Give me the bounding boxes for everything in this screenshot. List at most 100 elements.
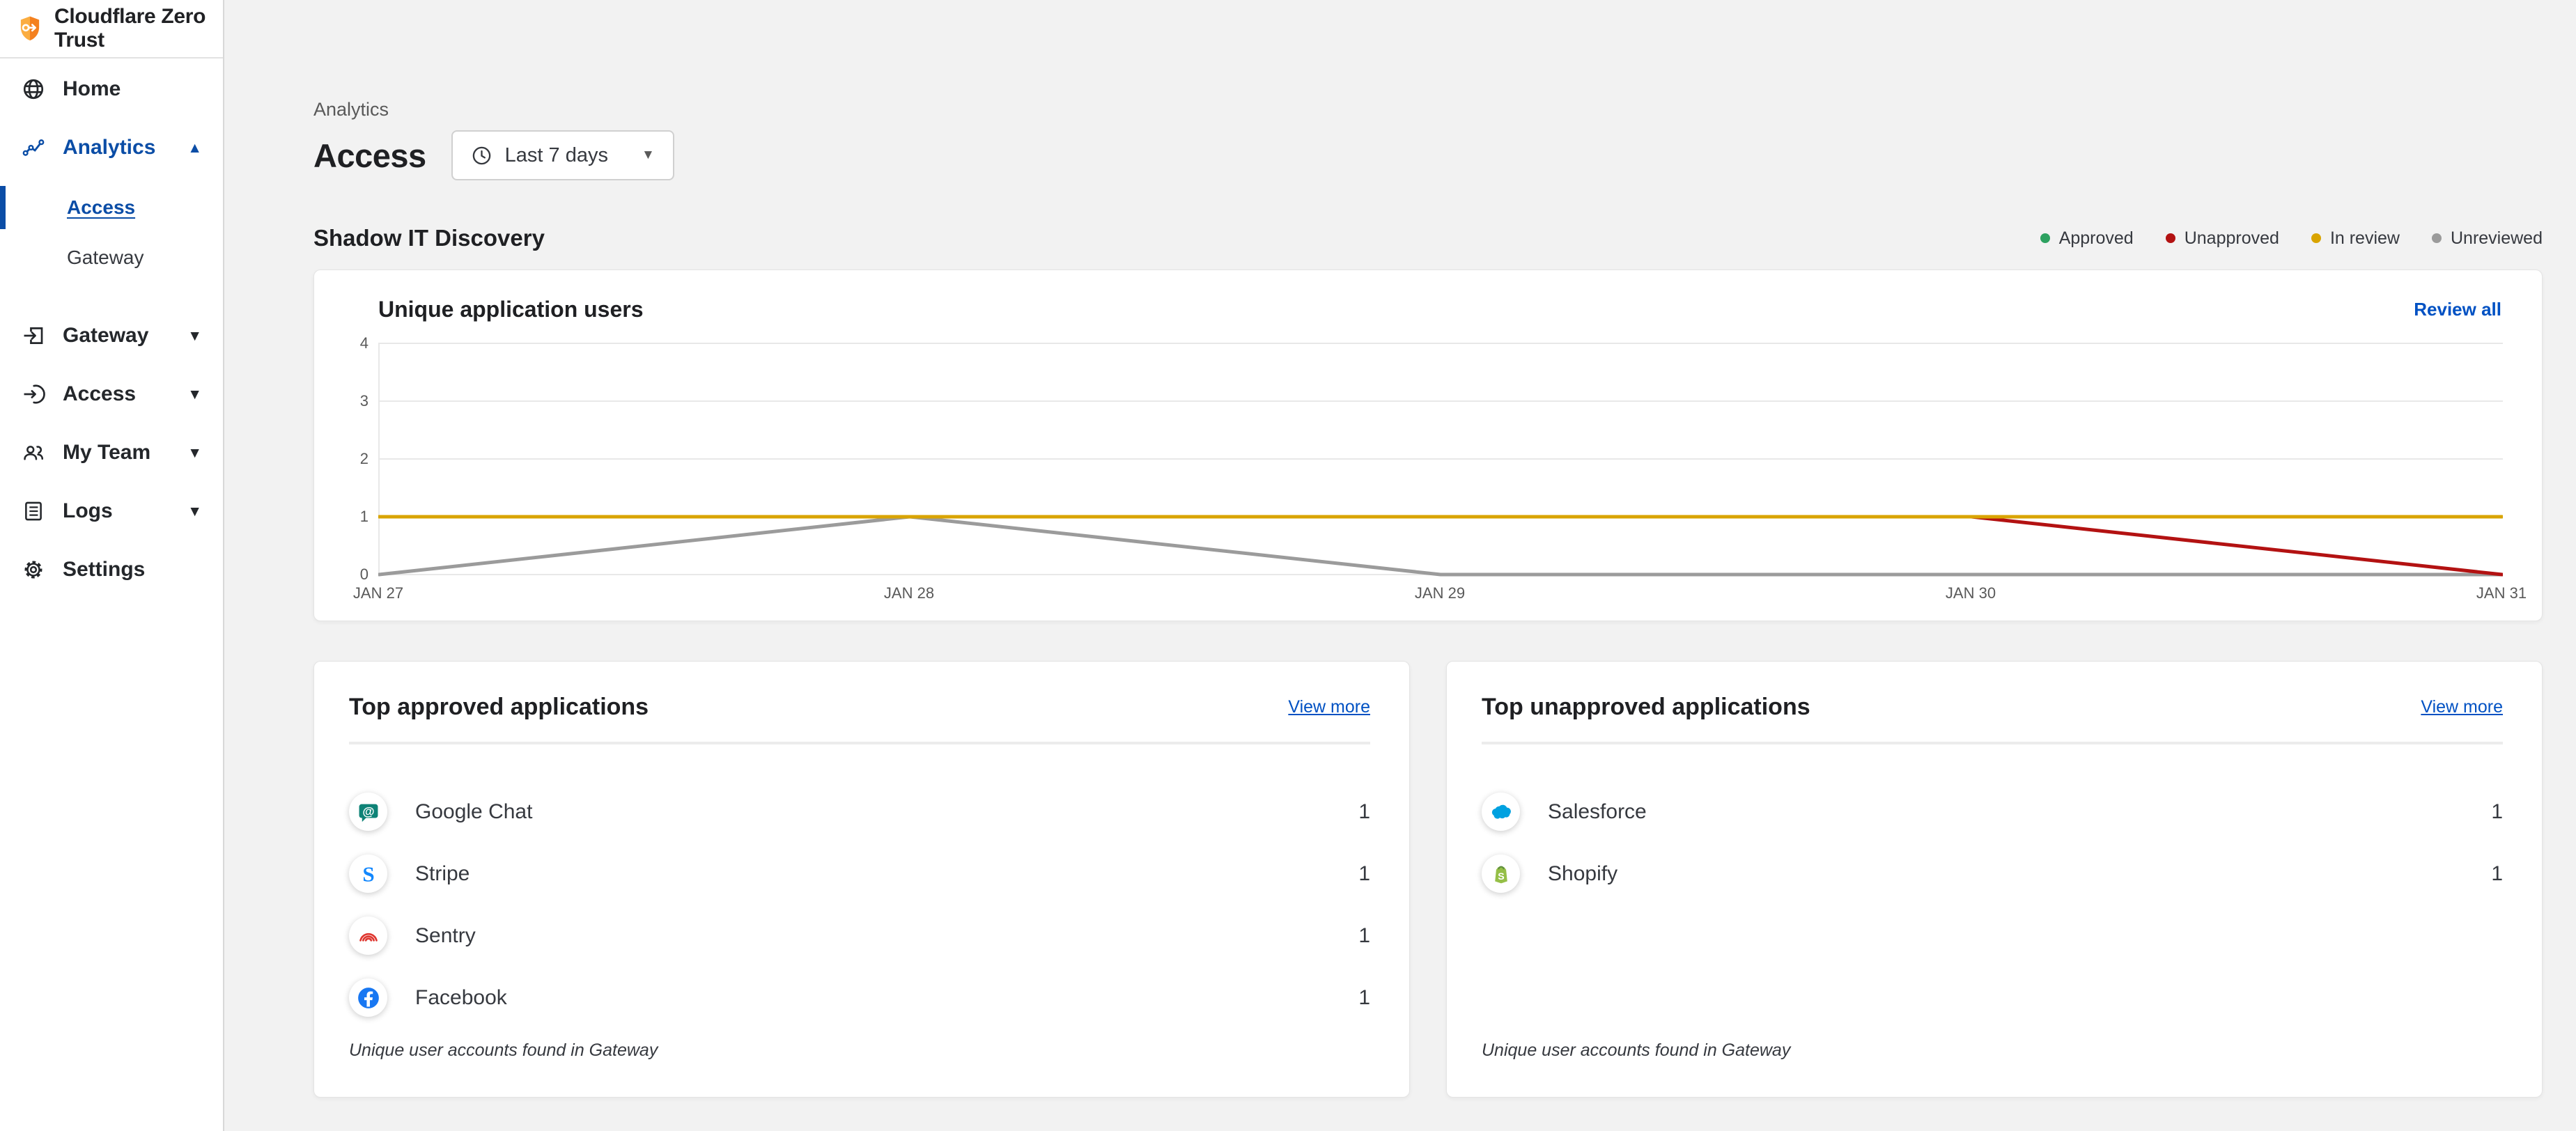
legend-item-unreviewed: Unreviewed <box>2431 228 2543 249</box>
app-row-shopify[interactable]: S Shopify 1 <box>1482 843 2503 905</box>
unapproved-card-title: Top unapproved applications <box>1482 694 1810 720</box>
x-axis-tick: JAN 29 <box>1414 584 1466 602</box>
app-name: Shopify <box>1548 861 1618 885</box>
clock-icon <box>472 146 490 164</box>
review-all-link[interactable]: Review all <box>2414 299 2501 320</box>
legend-label: Approved <box>2058 228 2134 248</box>
legend-item-in-review: In review <box>2311 228 2400 249</box>
app-name: Stripe <box>415 861 470 885</box>
y-axis-tick: 2 <box>359 450 368 467</box>
app-logo[interactable]: Cloudflare Zero Trust <box>0 0 223 58</box>
app-user-count: 1 <box>1358 861 1370 885</box>
login-icon <box>21 382 46 407</box>
sidebar-item-label: Access <box>63 382 137 405</box>
sidebar-item-my-team[interactable]: My Team ▼ <box>0 423 223 482</box>
sidebar-item-access[interactable]: Access ▼ <box>0 365 223 423</box>
legend-label: Unreviewed <box>2450 228 2543 248</box>
sidebar-item-label: My Team <box>63 441 151 464</box>
page-title: Access <box>313 136 426 174</box>
divider <box>349 742 1370 744</box>
time-range-dropdown[interactable]: Last 7 days ▼ <box>451 130 674 180</box>
svg-text:S: S <box>362 862 374 886</box>
app-user-count: 1 <box>1358 923 1370 947</box>
sidebar-item-label: Gateway <box>63 324 149 347</box>
unapproved-app-list: Salesforce 1 S Shopify 1 <box>1482 781 2503 905</box>
app-name: Salesforce <box>1548 800 1647 823</box>
breadcrumb: Analytics <box>313 99 389 120</box>
sidebar-subitem-access[interactable]: Access <box>0 182 223 233</box>
sidebar-subitem-gateway[interactable]: Gateway <box>67 247 144 268</box>
legend-dot-icon <box>2165 233 2175 243</box>
svg-text:@: @ <box>362 804 374 818</box>
approved-view-more-link[interactable]: View more <box>1288 697 1370 717</box>
line-chart: 0 1 2 3 4 JAN 27 JAN 28 JAN 29 JAN 30 JAN 31 <box>353 334 2527 605</box>
section-title: Shadow IT Discovery <box>313 225 545 251</box>
x-axis-tick: JAN 31 <box>2476 584 2527 602</box>
chevron-down-icon: ▼ <box>187 386 202 403</box>
time-range-value: Last 7 days <box>504 143 608 166</box>
app-row-stripe[interactable]: S Stripe 1 <box>349 843 1370 905</box>
gateway-icon <box>21 323 46 348</box>
unique-users-chart-card: Unique application users Review all 0 1 2 3… <box>313 270 2543 621</box>
app-row-sentry[interactable]: Sentry 1 <box>349 905 1370 967</box>
app-user-count: 1 <box>2491 800 2503 823</box>
googlechat-icon: @ <box>349 793 387 831</box>
gear-icon <box>21 557 46 582</box>
chart-plot <box>378 343 2503 577</box>
stripe-icon: S <box>349 855 387 893</box>
legend-dot-icon <box>2431 233 2442 243</box>
app-name: Facebook <box>415 985 507 1009</box>
app-row-facebook[interactable]: Facebook 1 <box>349 967 1370 1029</box>
unapproved-footnote: Unique user accounts found in Gateway <box>1482 1040 1791 1060</box>
trend-icon <box>21 135 46 160</box>
app-row-google-chat[interactable]: @ Google Chat 1 <box>349 781 1370 843</box>
divider <box>1482 742 2503 744</box>
y-axis-tick: 0 <box>359 566 368 583</box>
team-icon <box>21 440 46 465</box>
salesforce-icon <box>1482 793 1520 831</box>
legend-dot-icon <box>2311 233 2321 243</box>
chevron-down-icon: ▼ <box>187 503 202 520</box>
y-axis-tick: 3 <box>359 392 368 410</box>
legend-label: In review <box>2329 228 2400 248</box>
globe-icon <box>21 77 46 102</box>
sentry-icon <box>349 916 387 955</box>
app-user-count: 1 <box>1358 985 1370 1009</box>
app-user-count: 1 <box>2491 861 2503 885</box>
chevron-down-icon: ▼ <box>641 148 655 162</box>
sidebar-item-label: Logs <box>63 499 113 522</box>
main-content: Analytics Access Last 7 days ▼ Shadow IT… <box>224 0 2576 1098</box>
sidebar-item-settings[interactable]: Settings <box>0 540 223 599</box>
x-axis-tick: JAN 28 <box>883 584 935 602</box>
facebook-icon <box>349 978 387 1017</box>
app-row-salesforce[interactable]: Salesforce 1 <box>1482 781 2503 843</box>
top-approved-card: Top approved applications View more @ Goo… <box>313 661 1410 1098</box>
app-user-count: 1 <box>1358 800 1370 823</box>
unapproved-view-more-link[interactable]: View more <box>2421 697 2503 717</box>
sidebar-item-home[interactable]: Home <box>0 60 223 118</box>
legend-item-approved: Approved <box>2040 228 2134 249</box>
sidebar-item-label: Home <box>63 77 121 100</box>
shield-logo-icon <box>20 16 40 41</box>
legend-dot-icon <box>2040 233 2050 243</box>
sidebar-item-analytics[interactable]: Analytics ▲ <box>0 118 223 177</box>
y-axis-tick: 4 <box>359 334 368 352</box>
x-axis-tick: JAN 30 <box>1945 584 1996 602</box>
logs-icon <box>21 499 46 524</box>
shopify-icon: S <box>1482 855 1520 893</box>
sidebar-subnav: Access Gateway <box>0 182 223 283</box>
legend-item-unapproved: Unapproved <box>2165 228 2279 249</box>
approved-footnote: Unique user accounts found in Gateway <box>349 1040 658 1060</box>
sidebar-item-gateway[interactable]: Gateway ▼ <box>0 306 223 365</box>
chevron-down-icon: ▼ <box>187 444 202 461</box>
app-name: Google Chat <box>415 800 533 823</box>
y-axis-tick: 1 <box>359 508 368 525</box>
chart-title: Unique application users <box>378 297 644 322</box>
app-name: Sentry <box>415 923 476 947</box>
chevron-down-icon: ▼ <box>187 327 202 344</box>
status-legend: Approved Unapproved In review Unreviewed <box>2040 228 2543 249</box>
sidebar-item-logs[interactable]: Logs ▼ <box>0 482 223 540</box>
sidebar-nav: Home Analytics ▲ Access Gateway Gateway ▼ Acces… <box>0 58 223 599</box>
top-unapproved-card: Top unapproved applications View more Sa… <box>1446 661 2543 1098</box>
sidebar-item-label: Settings <box>63 558 146 581</box>
